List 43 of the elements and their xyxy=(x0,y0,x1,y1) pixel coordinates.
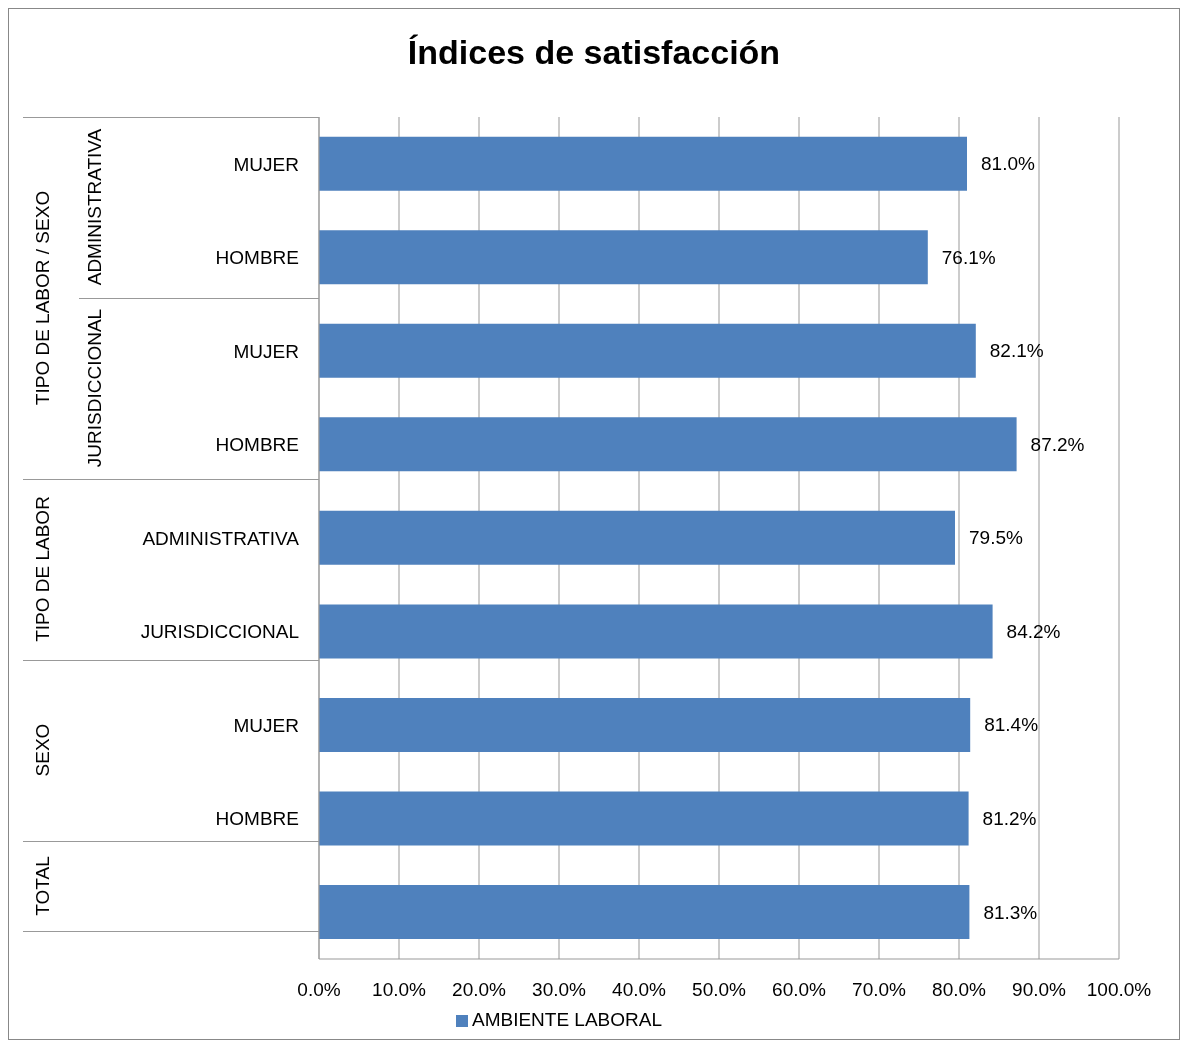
x-tick-label: 20.0% xyxy=(452,979,507,1001)
x-tick-label: 0.0% xyxy=(297,979,341,1001)
x-tick-label: 70.0% xyxy=(852,979,907,1001)
bar xyxy=(319,697,971,752)
text: TIPO DE LABOR xyxy=(32,496,54,643)
x-tick-label: 60.0% xyxy=(772,979,827,1001)
y-tick-label: MUJER xyxy=(233,714,299,736)
y-tick-label: JURISDICCIONAL xyxy=(140,621,299,643)
y-tick-label: HOMBRE xyxy=(215,434,299,456)
data-label: 84.2% xyxy=(1006,620,1061,642)
y-tick-label: ADMINISTRATIVA xyxy=(142,527,300,549)
text: TIPO DE LABOR / SEXO xyxy=(32,190,54,406)
x-tick-label: 80.0% xyxy=(932,979,987,1001)
data-label: 87.2% xyxy=(1030,433,1085,455)
y-tick-label: HOMBRE xyxy=(215,247,299,269)
bar xyxy=(319,885,970,940)
x-tick-label: 100.0% xyxy=(1086,979,1152,1001)
text: SEXO xyxy=(32,723,54,777)
data-label: 81.2% xyxy=(982,808,1037,830)
data-label: 81.4% xyxy=(984,714,1039,736)
data-label: 79.5% xyxy=(969,527,1023,549)
x-tick-label: 10.0% xyxy=(372,979,427,1001)
bar xyxy=(319,417,1017,472)
x-tick-label: 90.0% xyxy=(1012,979,1067,1001)
data-label: 76.1% xyxy=(941,246,996,268)
data-label: 81.3% xyxy=(983,901,1038,923)
y-tick-label: HOMBRE xyxy=(215,808,299,830)
y-tick-label: MUJER xyxy=(233,340,299,362)
legend-label: AMBIENTE LABORAL xyxy=(471,1009,663,1030)
bar xyxy=(319,323,976,378)
x-tick-label: 50.0% xyxy=(692,979,747,1001)
bar xyxy=(319,230,928,285)
text: TOTAL xyxy=(32,856,54,916)
bar xyxy=(319,136,967,191)
chart-title: Índices de satisfacción xyxy=(406,33,782,72)
data-label: 82.1% xyxy=(989,340,1044,362)
x-tick-label: 30.0% xyxy=(532,979,587,1001)
data-label: 81.0% xyxy=(981,153,1035,175)
x-tick-label: 40.0% xyxy=(612,979,667,1001)
bar xyxy=(319,791,969,846)
bar xyxy=(319,604,993,659)
y-tick-label: MUJER xyxy=(233,153,299,175)
bar xyxy=(319,510,955,565)
